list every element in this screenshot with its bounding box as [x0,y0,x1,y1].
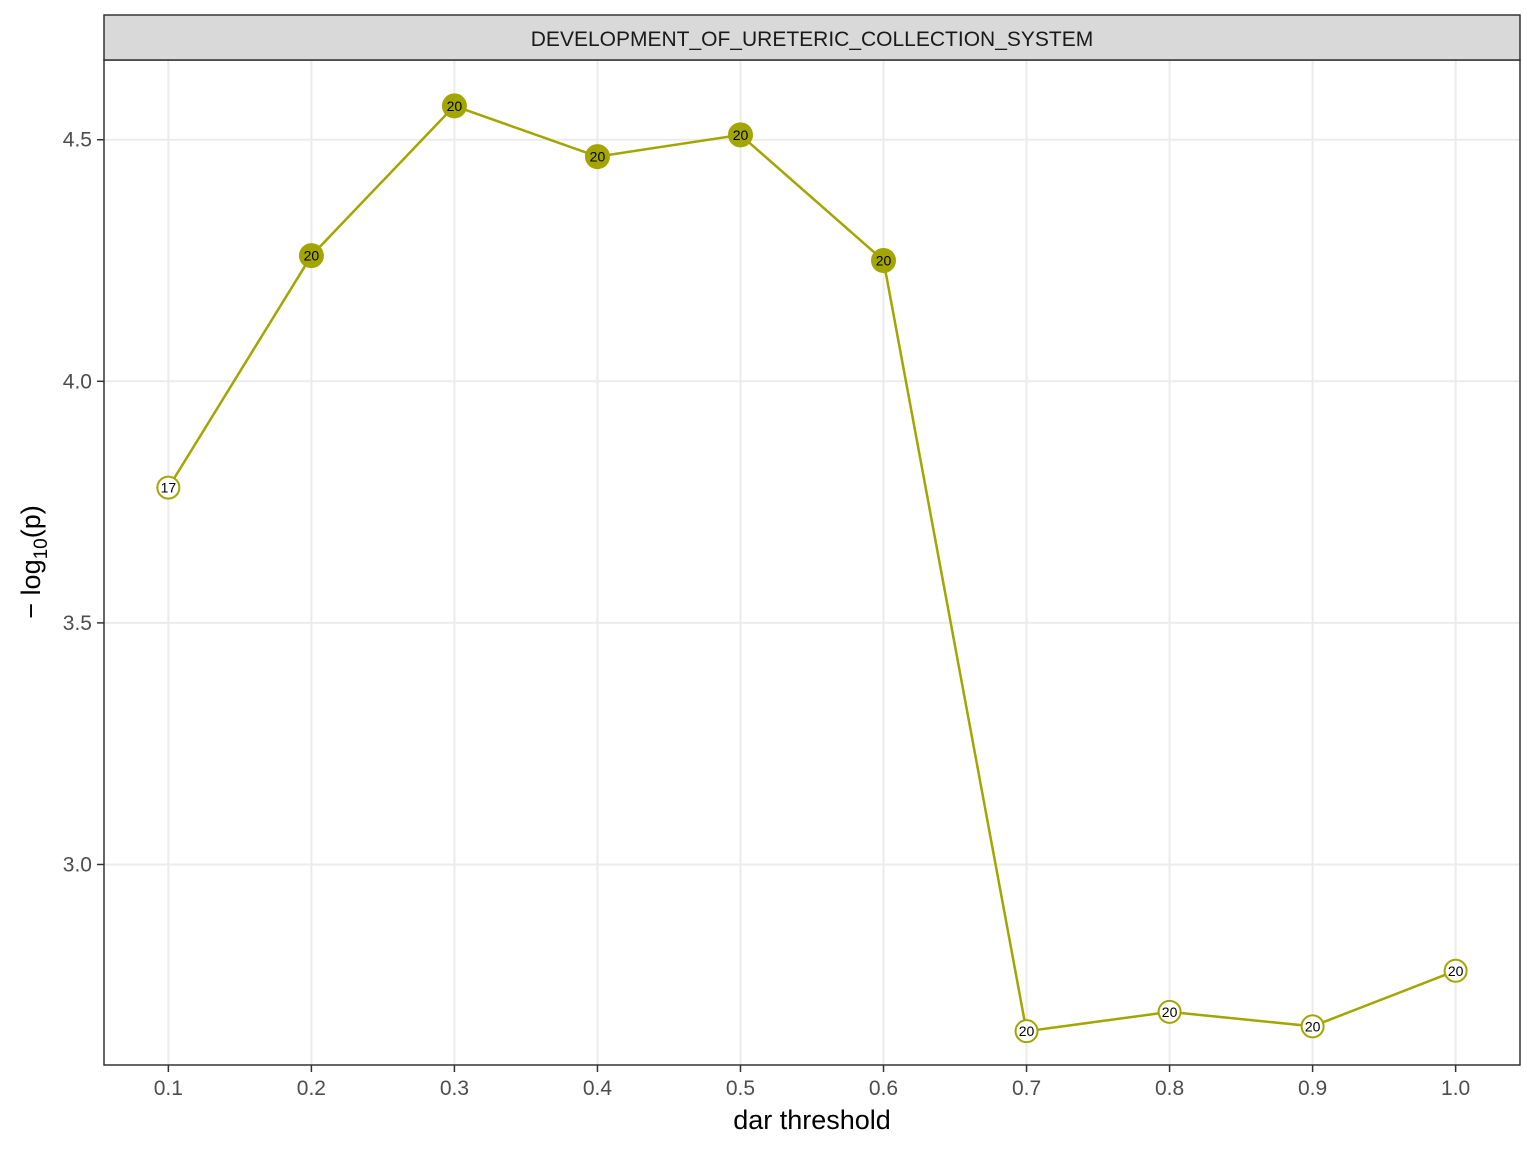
x-tick-label: 0.2 [297,1077,326,1100]
series: 17 20 20 20 20 20 20 20 20 20 [156,93,1468,1044]
data-point [1014,1019,1039,1044]
x-tick-label: 0.5 [726,1077,755,1100]
series-line [167,104,1457,1033]
x-axis: 0.1 0.2 0.3 0.4 0.5 0.6 0.7 0.8 0.9 1.0 [154,1065,1470,1100]
facet-title: DEVELOPMENT_OF_URETERIC_COLLECTION_SYSTE… [531,28,1093,51]
data-point [441,93,467,119]
data-point-label: 20 [733,127,749,143]
x-tick-label: 0.7 [1012,1077,1041,1100]
data-point [584,144,610,170]
facet-strip-background [103,14,1521,61]
x-tick-label: 0.9 [1298,1077,1327,1100]
y-tick-label: 4.5 [63,129,92,152]
data-point [156,475,181,500]
y-tick-label: 4.0 [63,370,92,393]
x-tick-label: 1.0 [1441,1077,1470,1100]
gridlines [104,60,1520,1065]
x-tick-label: 0.8 [1155,1077,1184,1100]
y-axis-title: − log10(p) [16,505,52,618]
data-point [1443,958,1468,983]
panel-fill [104,60,1520,1065]
y-axis-title-suffix: (p) [16,505,46,538]
y-axis-title-main: − log [16,559,46,618]
data-point [298,243,324,269]
data-point-label: 20 [590,149,606,165]
facet-strip: DEVELOPMENT_OF_URETERIC_COLLECTION_SYSTE… [103,14,1521,61]
data-point-label: 17 [161,480,177,496]
x-tick-label: 0.1 [154,1077,183,1100]
panel-background [104,60,1520,1065]
y-axis-title-subscript: 10 [31,538,52,559]
data-point-label: 20 [1305,1018,1321,1034]
data-point-label: 20 [447,98,463,114]
data-point [1157,999,1182,1024]
y-tick-label: 3.5 [63,612,92,635]
data-point [871,248,897,274]
data-point-label: 20 [1162,1004,1178,1020]
data-point-label: 20 [304,248,320,264]
data-point [1300,1014,1325,1039]
data-point-label: 20 [876,253,892,269]
y-tick-label: 3.0 [63,853,92,876]
data-point-label: 20 [1019,1023,1035,1039]
data-point [727,122,753,148]
y-axis: 3.0 3.5 4.0 4.5 [63,129,104,876]
x-axis-title: dar threshold [733,1105,891,1135]
x-tick-label: 0.4 [583,1077,613,1100]
data-point-label: 20 [1448,963,1464,979]
x-tick-label: 0.3 [440,1077,469,1100]
x-tick-label: 0.6 [869,1077,898,1100]
